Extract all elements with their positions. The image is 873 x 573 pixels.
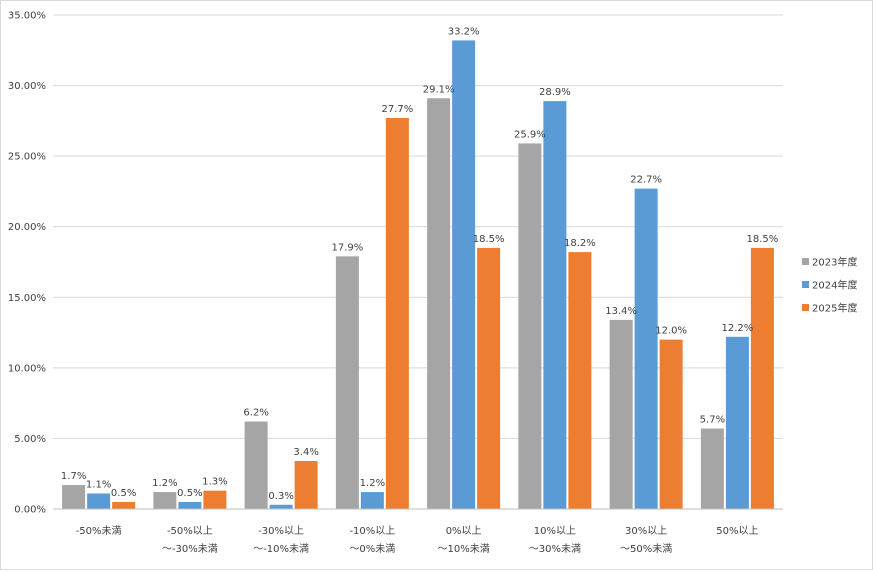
bar — [518, 143, 542, 509]
data-labels: 1.7%1.1%0.5%1.2%0.5%1.3%6.2%0.3%3.4%17.9… — [61, 26, 778, 501]
legend-swatch — [802, 304, 809, 311]
bar — [62, 485, 86, 509]
bar — [477, 247, 501, 509]
bar — [700, 428, 724, 509]
x-tick-label: -10%以上 — [349, 525, 395, 537]
x-tick-label: 〜30%未満 — [529, 543, 581, 555]
bar — [609, 319, 633, 509]
data-label: 1.7% — [61, 471, 86, 482]
data-label: 0.5% — [177, 488, 202, 499]
data-label: 18.5% — [746, 234, 778, 245]
data-label: 25.9% — [514, 129, 546, 140]
data-label: 6.2% — [243, 407, 268, 418]
y-tick-label: 30.00% — [8, 81, 46, 92]
bar — [294, 461, 318, 509]
bar — [385, 118, 409, 509]
bar — [269, 504, 293, 509]
x-tick-label: 30%以上 — [625, 525, 667, 537]
bar — [335, 256, 359, 509]
y-tick-label: 10.00% — [8, 363, 46, 374]
bar — [360, 492, 384, 509]
bar — [750, 247, 774, 509]
bar — [725, 336, 749, 509]
data-label: 13.4% — [605, 306, 637, 317]
data-label: 29.1% — [423, 84, 455, 95]
x-tick-label: 〜-30%未満 — [162, 543, 218, 555]
y-tick-label: 35.00% — [8, 11, 46, 22]
bar — [203, 490, 227, 509]
legend-swatch — [802, 281, 809, 288]
bars — [62, 40, 774, 510]
x-tick-label: 〜10%未満 — [438, 543, 490, 555]
data-label: 22.7% — [630, 175, 662, 186]
bar — [659, 339, 683, 509]
bar — [427, 98, 451, 509]
x-tick-label: -30%以上 — [258, 525, 304, 537]
data-label: 33.2% — [448, 26, 480, 37]
bar — [568, 252, 592, 509]
legend-label: 2025年度 — [812, 302, 857, 315]
data-label: 1.1% — [86, 479, 111, 490]
y-tick-label: 5.00% — [14, 434, 46, 445]
data-label: 5.7% — [700, 415, 725, 426]
data-label: 18.2% — [564, 238, 596, 249]
legend-label: 2023年度 — [812, 256, 857, 269]
data-label: 1.2% — [360, 478, 385, 489]
bar — [112, 501, 136, 509]
data-label: 0.5% — [111, 488, 136, 499]
data-label: 0.3% — [268, 491, 293, 502]
bar — [452, 40, 476, 510]
data-label: 18.5% — [473, 234, 505, 245]
x-axis: -50%未満 -50%以上〜-30%未満 -30%以上〜-10%未満 -10%以上〜0… — [53, 508, 783, 555]
y-tick-label: 0.00% — [14, 505, 46, 516]
data-label: 12.2% — [721, 323, 753, 334]
bar — [244, 421, 268, 509]
legend-label: 2024年度 — [812, 279, 857, 292]
x-tick-label: 〜50%未満 — [620, 543, 672, 555]
data-label: 1.3% — [202, 477, 227, 488]
x-tick-label: -50%未満 — [76, 525, 122, 537]
y-tick-label: 25.00% — [8, 152, 46, 163]
y-tick-label: 15.00% — [8, 293, 46, 304]
data-label: 1.2% — [152, 478, 177, 489]
x-tick-label: 10%以上 — [534, 525, 576, 537]
x-tick-label: 〜-10%未満 — [253, 543, 309, 555]
bar — [178, 501, 202, 509]
x-tick-label: 0%以上 — [446, 525, 482, 537]
bar — [153, 492, 177, 509]
legend-swatch — [802, 258, 809, 265]
x-tick-label: -50%以上 — [167, 525, 213, 537]
data-label: 27.7% — [381, 104, 413, 115]
y-axis: 0.00% 5.00% 10.00% 15.00% 20.00% 25.00% 30.00%… — [8, 11, 46, 516]
bar — [543, 101, 567, 510]
bar — [87, 493, 111, 509]
y-tick-label: 20.00% — [8, 222, 46, 233]
data-label: 17.9% — [331, 242, 363, 253]
x-tick-label: 〜0%未満 — [349, 543, 395, 555]
data-label: 3.4% — [293, 447, 318, 458]
data-label: 28.9% — [539, 87, 571, 98]
legend: 2023年度 2024年度 2025年度 — [802, 256, 857, 315]
data-label: 12.0% — [655, 326, 687, 337]
x-tick-label: 50%以上 — [716, 525, 758, 537]
bar — [634, 188, 658, 509]
gridlines — [53, 14, 783, 439]
